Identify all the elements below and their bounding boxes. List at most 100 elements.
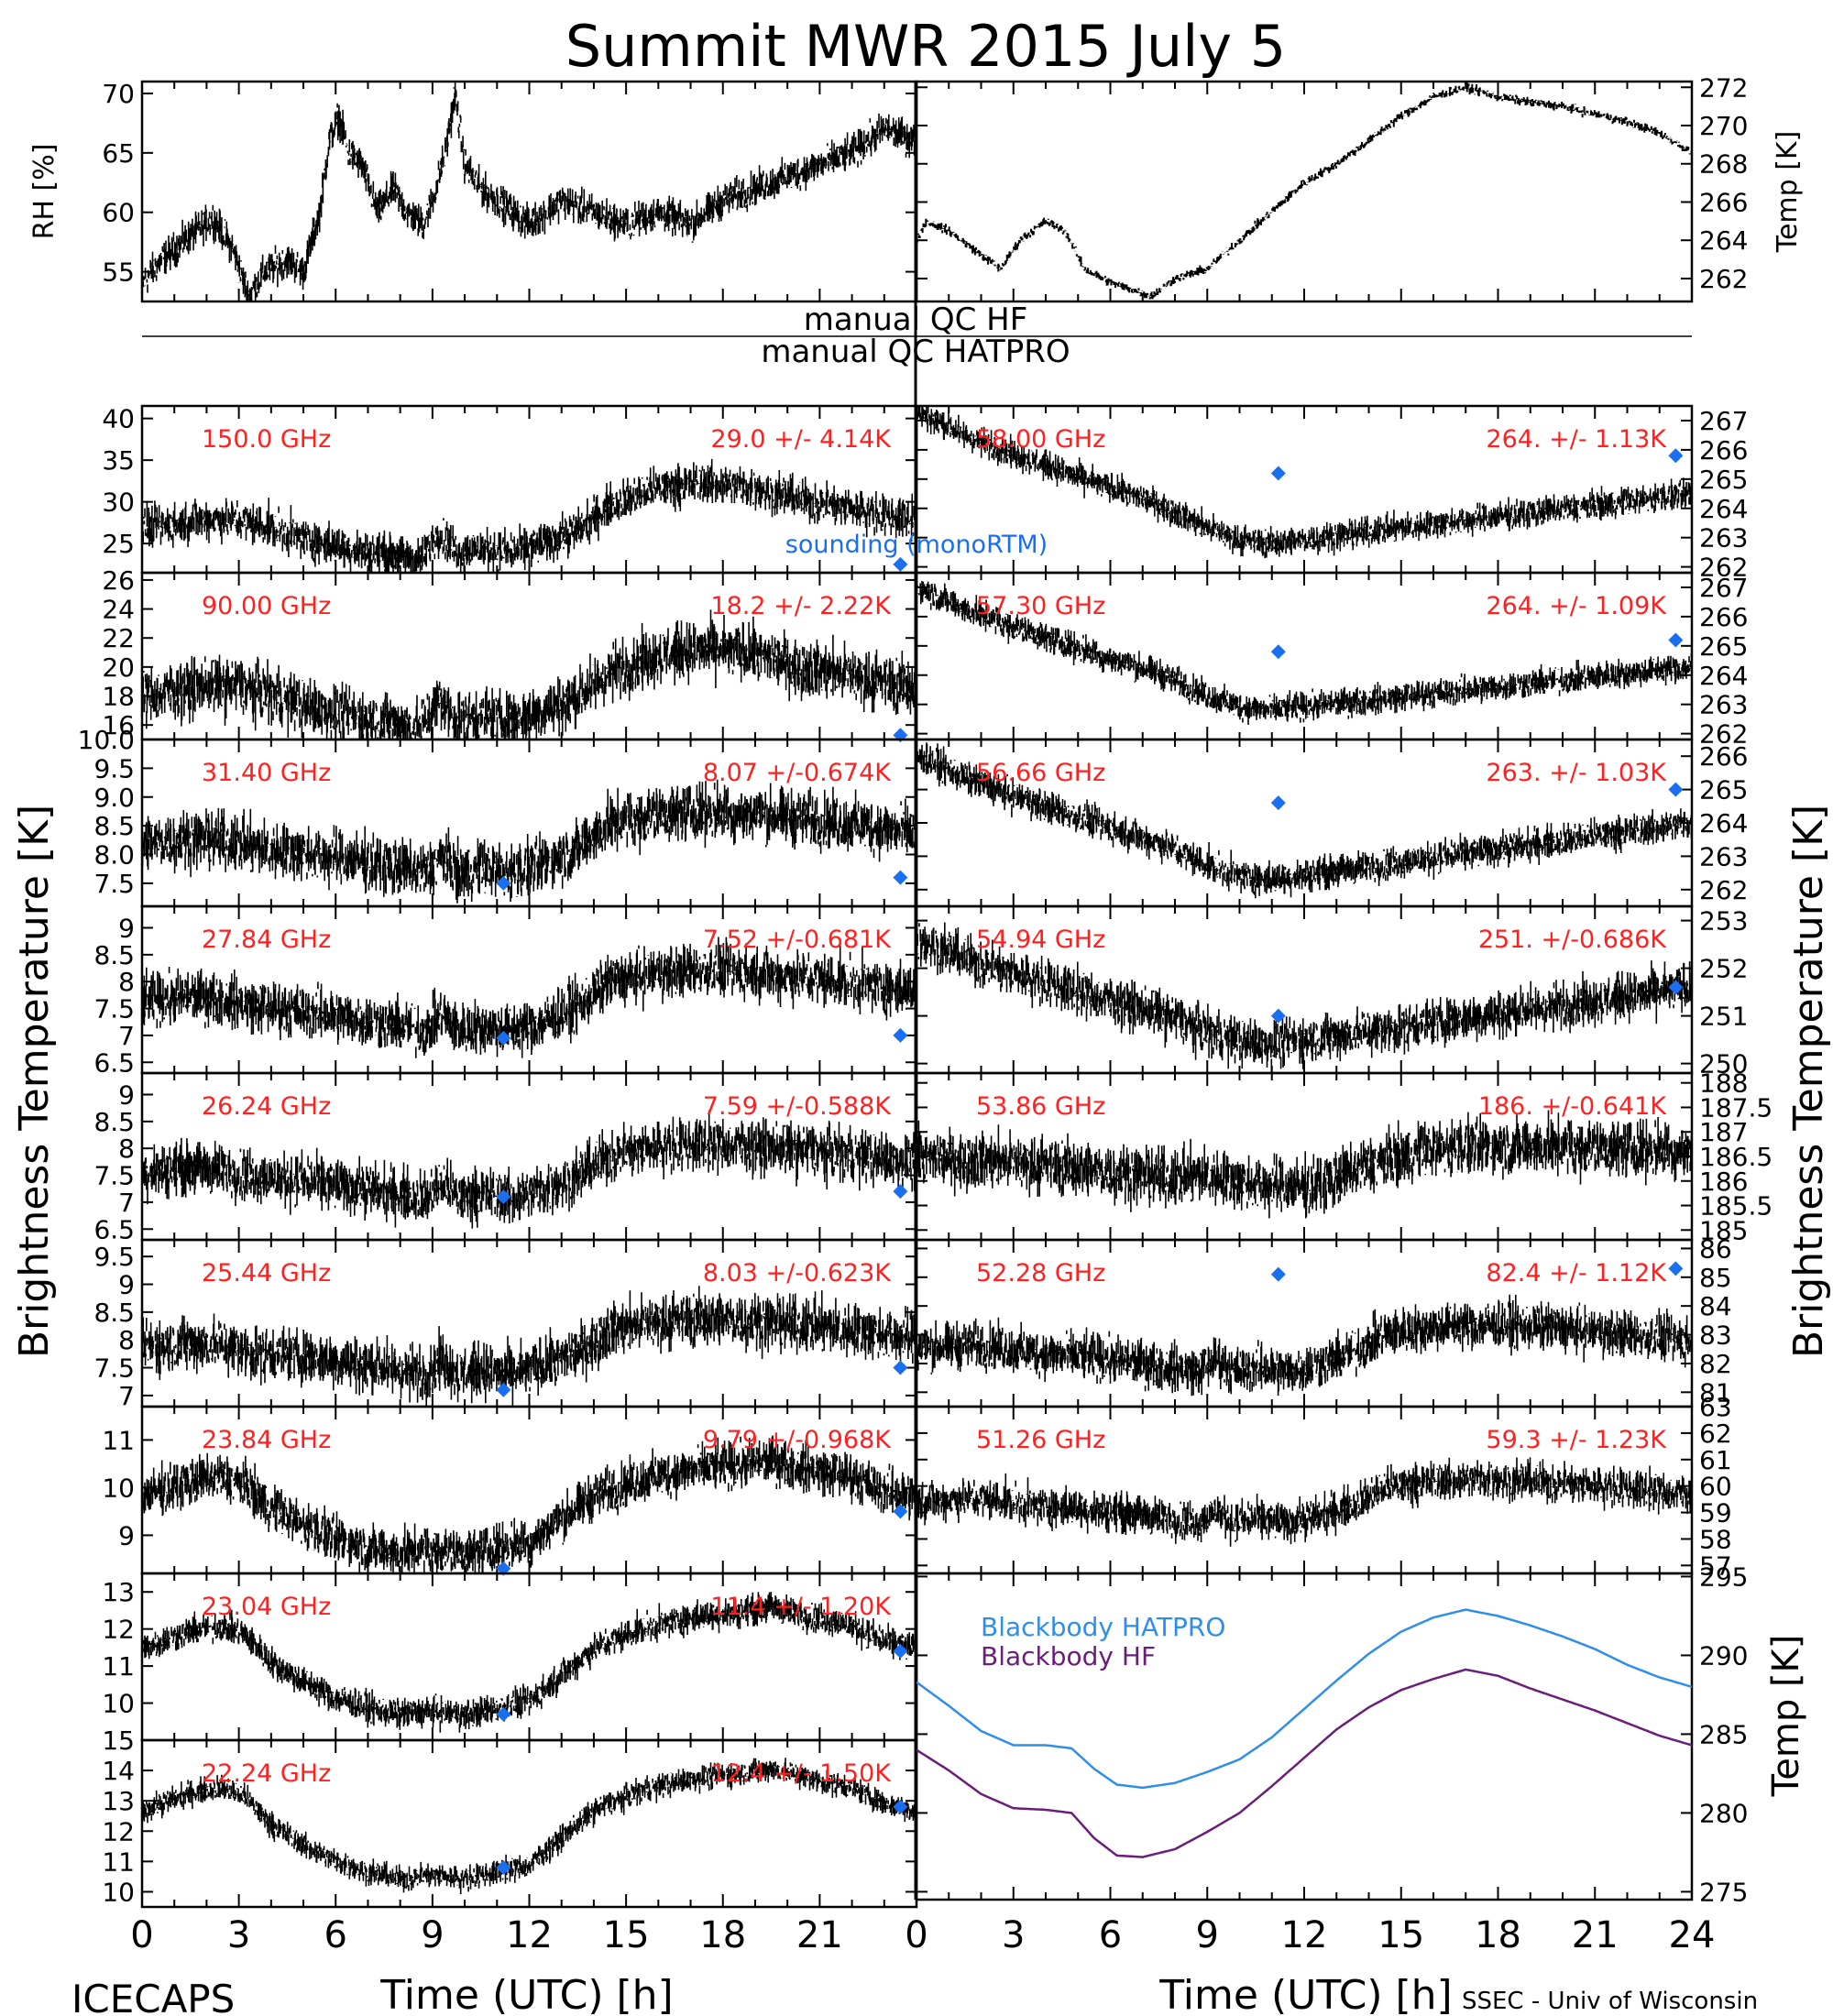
y-tick-label: 9: [118, 913, 135, 943]
y-tick-label: 83: [1699, 1320, 1732, 1351]
y-tick-label: 57: [1699, 1550, 1732, 1581]
sounding-point: [496, 1382, 511, 1397]
y-tick-label: 12: [102, 1615, 135, 1645]
y-tick-label: 185: [1699, 1215, 1748, 1245]
figure-title: Summit MWR 2015 July 5: [565, 13, 1286, 80]
y-tick-label: 13: [102, 1786, 135, 1816]
panel-hp5494: 250 251 252 253 54.94 GHz 251. +/-0.686K: [915, 904, 1748, 1079]
sounding-point: [1668, 1261, 1684, 1276]
panel-rh: 55 60 65 70 RH [%]: [28, 79, 918, 303]
frequency-label: 56.66 GHz: [976, 759, 1105, 787]
y-tick-label: 26: [102, 565, 135, 596]
sounding-point: [1270, 644, 1286, 660]
stat-label: 9.79 +/-0.968K: [703, 1426, 892, 1454]
stat-label: 264. +/- 1.13K: [1486, 425, 1667, 454]
y-tick-label: 11: [102, 1846, 135, 1877]
y-tick-label: 264: [1699, 225, 1748, 256]
panel-temp: 262 264 266 268 270 272 Temp [K]: [915, 72, 1804, 303]
y-tick-label: 186.5: [1699, 1142, 1773, 1172]
sounding-point: [893, 556, 908, 572]
y-tick-label: 262: [1699, 553, 1748, 583]
y-tick-label: 16: [102, 710, 135, 740]
x-tick-label-left: 21: [796, 1914, 843, 1956]
frequency-label: 54.94 GHz: [976, 926, 1105, 954]
sounding-point: [1270, 1266, 1286, 1282]
x-axis-label-left: Time (UTC) [h]: [379, 1972, 673, 2016]
y-tick-label: 11: [102, 1425, 135, 1455]
data-trace: [142, 1110, 916, 1229]
panel-hp2304: 10 11 12 13 23.04 GHz 11.4 +/- 1.20K: [102, 1572, 918, 1742]
y-tick-label: 285: [1699, 1719, 1748, 1749]
x-tick-label-right: 9: [1196, 1914, 1219, 1956]
panel-hp2384: 9 10 11 23.84 GHz 9.79 +/-0.968K: [102, 1405, 918, 1576]
data-trace: [142, 1286, 916, 1407]
data-trace: [916, 742, 1692, 899]
data-trace: [916, 918, 1692, 1073]
y-tick-label: 186: [1699, 1167, 1748, 1197]
y-tick-label: 81: [1699, 1377, 1732, 1408]
sounding-point: [893, 1799, 908, 1814]
frequency-label: 26.24 GHz: [202, 1092, 331, 1121]
y-tick-label: 8.0: [93, 840, 135, 871]
y-tick-label: 267: [1699, 406, 1748, 436]
qc-hatpro-label: manual QC HATPRO: [761, 334, 1070, 370]
y-tick-label: 82: [1699, 1349, 1732, 1379]
stat-label: 264. +/- 1.09K: [1486, 592, 1667, 620]
frequency-label: 52.28 GHz: [976, 1259, 1105, 1287]
y-tick-label: 262: [1699, 875, 1748, 905]
left-axis-label: Brightness Temperature [K]: [11, 805, 58, 1358]
y-tick-label: 9: [118, 1079, 135, 1110]
y-tick-label: 253: [1699, 906, 1748, 937]
x-tick-label-right: 12: [1281, 1914, 1328, 1956]
y-tick-label: 266: [1699, 741, 1748, 772]
sounding-point: [1668, 980, 1684, 995]
bb-series-line: [916, 1608, 1692, 1790]
data-trace: [916, 82, 1692, 300]
y-tick-label: 264: [1699, 661, 1748, 691]
y-tick-label: 62: [1699, 1419, 1732, 1449]
sounding-point: [893, 1360, 908, 1375]
y-tick-label: 58: [1699, 1524, 1732, 1554]
y-tick-label: 7.5: [93, 1353, 135, 1384]
y-tick-label: 7: [118, 1381, 135, 1411]
sounding-point: [893, 1184, 908, 1200]
y-tick-label: 22: [102, 623, 135, 653]
stat-label: 59.3 +/- 1.23K: [1486, 1426, 1667, 1454]
y-tick-label: 188: [1699, 1068, 1748, 1099]
y-tick-label: 250: [1699, 1049, 1748, 1079]
data-trace: [142, 458, 916, 573]
frequency-label: 90.00 GHz: [202, 592, 331, 620]
frequency-label: 25.44 GHz: [202, 1259, 331, 1287]
y-tick-label: 55: [102, 257, 135, 288]
y-tick-label: 295: [1699, 1561, 1748, 1592]
x-tick-label-right: 21: [1572, 1914, 1619, 1956]
stat-label: 186. +/-0.641K: [1478, 1092, 1667, 1121]
stat-label: 29.0 +/- 4.14K: [710, 425, 892, 454]
rh-axis-label: RH [%]: [28, 144, 60, 240]
footer-left: ICECAPS: [71, 1977, 235, 2016]
y-tick-label: 275: [1699, 1877, 1748, 1907]
panel-hp2544: 77.588.599.5 25.44 GHz 8.03 +/-0.623K: [93, 1238, 918, 1411]
y-tick-label: 86: [1699, 1233, 1732, 1264]
y-tick-label: 252: [1699, 954, 1748, 984]
panel-frame: [915, 80, 1694, 303]
sounding-point: [496, 1859, 511, 1875]
sounding-point: [496, 1189, 511, 1205]
y-tick-label: 61: [1699, 1445, 1732, 1475]
right-axis-label: Brightness Temperature [K]: [1785, 805, 1832, 1358]
y-tick-label: 266: [1699, 187, 1748, 217]
sounding-point: [893, 1643, 908, 1659]
x-tick-label-right: 3: [1002, 1914, 1025, 1956]
x-tick-label-left: 3: [227, 1914, 250, 1956]
x-tick-label-left: 0: [130, 1914, 153, 1956]
x-tick-label-left: 18: [699, 1914, 746, 1956]
sounding-point: [893, 1027, 908, 1043]
frequency-label: 23.04 GHz: [202, 1593, 331, 1621]
y-tick-label: 8: [118, 1325, 135, 1355]
panel-frame: [140, 80, 918, 303]
bb-series-line: [916, 1668, 1692, 1858]
